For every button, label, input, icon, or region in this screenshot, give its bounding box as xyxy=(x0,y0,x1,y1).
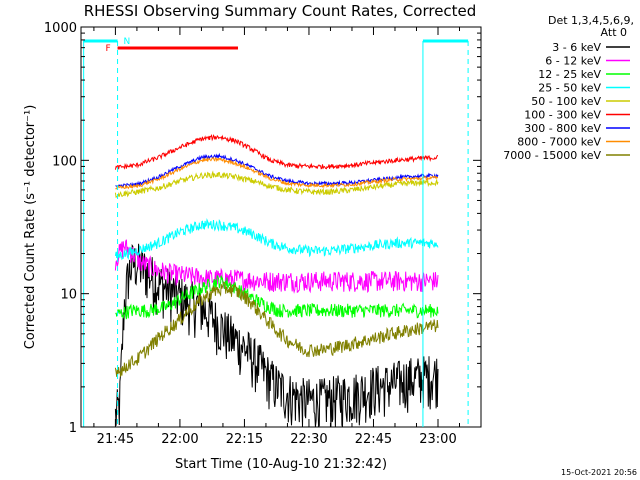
x-axis-label: Start Time (10-Aug-10 21:32:42) xyxy=(175,457,387,472)
plot-frame xyxy=(80,26,482,428)
series-300-800-kev xyxy=(115,152,439,188)
series-line xyxy=(114,243,439,428)
y-axis: 1 10 100 1000 xyxy=(44,21,481,436)
y-tick-label: 100 xyxy=(52,154,77,169)
series-line xyxy=(115,274,439,320)
series-6-12-kev xyxy=(114,239,439,294)
legend-label: 100 - 300 keV xyxy=(524,109,601,122)
legend-header-line2: Att 0 xyxy=(601,26,627,39)
series-line xyxy=(114,133,438,170)
x-tick-label: 22:45 xyxy=(355,432,392,447)
chart-title: RHESSI Observing Summary Count Rates, Co… xyxy=(84,2,477,20)
night-flag-label: N xyxy=(124,37,131,47)
series-line xyxy=(114,170,439,199)
legend-label: 300 - 800 keV xyxy=(524,122,601,135)
plot-area: NF xyxy=(80,26,482,428)
y-axis-label: Corrected Count Rate (s⁻¹ detector⁻¹) xyxy=(23,105,38,350)
legend-label: 3 - 6 keV xyxy=(552,41,601,54)
x-tick-label: 21:45 xyxy=(97,432,134,447)
x-tick-label: 23:00 xyxy=(419,432,456,447)
series-25-50-kev xyxy=(114,218,439,261)
legend-label: 6 - 12 keV xyxy=(545,55,601,68)
x-tick-label: 22:30 xyxy=(290,432,327,447)
timestamp: 15-Oct-2021 20:56 xyxy=(561,468,637,477)
legend-label: 25 - 50 keV xyxy=(538,82,601,95)
x-axis: 21:45 22:00 22:15 22:30 22:45 23:00 xyxy=(93,27,460,447)
legend-label: 50 - 100 keV xyxy=(531,95,601,108)
series-line xyxy=(114,218,439,261)
legend-label: 12 - 25 keV xyxy=(538,68,601,81)
series-12-25-kev xyxy=(115,274,439,320)
series-3-6-kev xyxy=(114,243,439,428)
y-tick-label: 1000 xyxy=(44,21,77,36)
legend-label: 800 - 7000 keV xyxy=(517,136,601,149)
series-line xyxy=(114,281,439,377)
y-tick-label: 1 xyxy=(69,421,77,436)
series-800-7000-kev xyxy=(115,156,439,190)
series-100-300-kev xyxy=(114,133,438,170)
x-tick-label: 22:00 xyxy=(161,432,198,447)
flags-layer: NF xyxy=(83,37,469,427)
series-layer xyxy=(114,133,439,428)
series-line xyxy=(115,152,439,188)
legend-label: 7000 - 15000 keV xyxy=(503,149,601,162)
series-50-100-kev xyxy=(114,170,439,199)
series-line xyxy=(114,239,439,294)
series-line xyxy=(115,156,439,190)
series-7000-15000-kev xyxy=(114,281,439,377)
flare-flag-label: F xyxy=(106,44,111,54)
y-tick-label: 10 xyxy=(60,288,77,303)
legend-header-line1: Det 1,3,4,5,6,9, xyxy=(548,14,634,27)
x-tick-label: 22:15 xyxy=(226,432,263,447)
